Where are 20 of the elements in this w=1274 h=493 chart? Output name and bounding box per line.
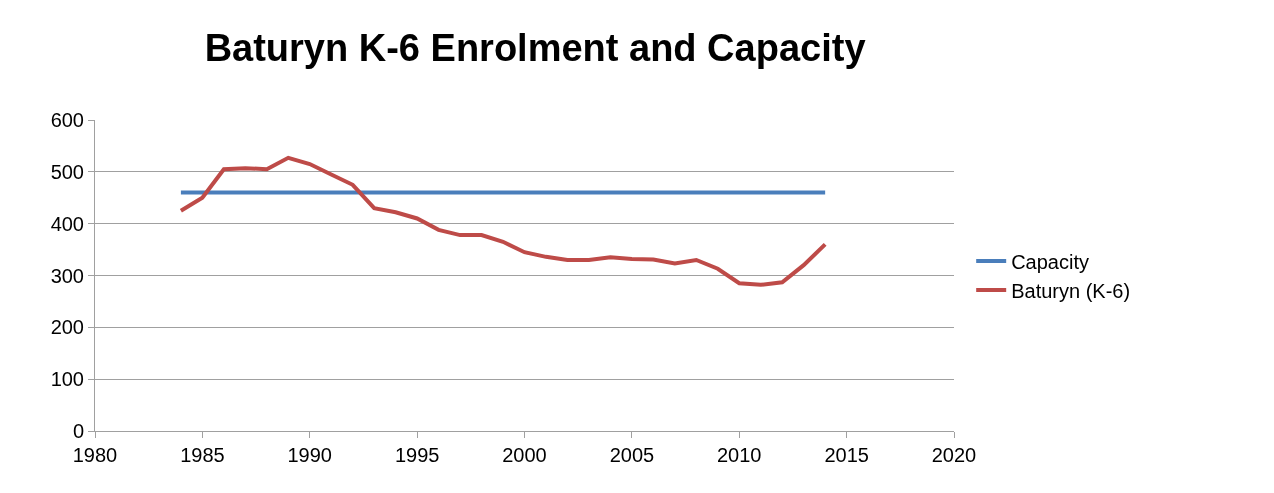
y-tick-label: 400 — [50, 212, 84, 235]
chart-title: Baturyn K-6 Enrolment and Capacity — [204, 27, 866, 70]
x-tick-label: 1980 — [72, 444, 118, 466]
y-tick-label: 200 — [50, 316, 84, 339]
x-tick-label: 1995 — [394, 444, 440, 466]
x-tick-label: 2020 — [931, 444, 977, 466]
x-tick-label: 2010 — [717, 444, 762, 466]
line-series — [178, 155, 828, 287]
y-tick-label: 100 — [50, 368, 84, 391]
x-tick-label: 1985 — [180, 444, 225, 466]
legend-label: Capacity — [1011, 250, 1089, 273]
x-tick-label: 1990 — [287, 444, 332, 466]
y-tick-label: 600 — [50, 109, 84, 131]
y-tick-label: 0 — [72, 420, 84, 442]
y-tick-label: 500 — [50, 160, 84, 183]
x-tick-label: 2005 — [609, 444, 655, 466]
legend-label: Baturyn (K-6) — [1011, 279, 1131, 302]
y-tick-label: 300 — [50, 264, 84, 287]
x-tick-label: 2015 — [824, 444, 869, 466]
x-tick-label: 2000 — [502, 444, 547, 466]
